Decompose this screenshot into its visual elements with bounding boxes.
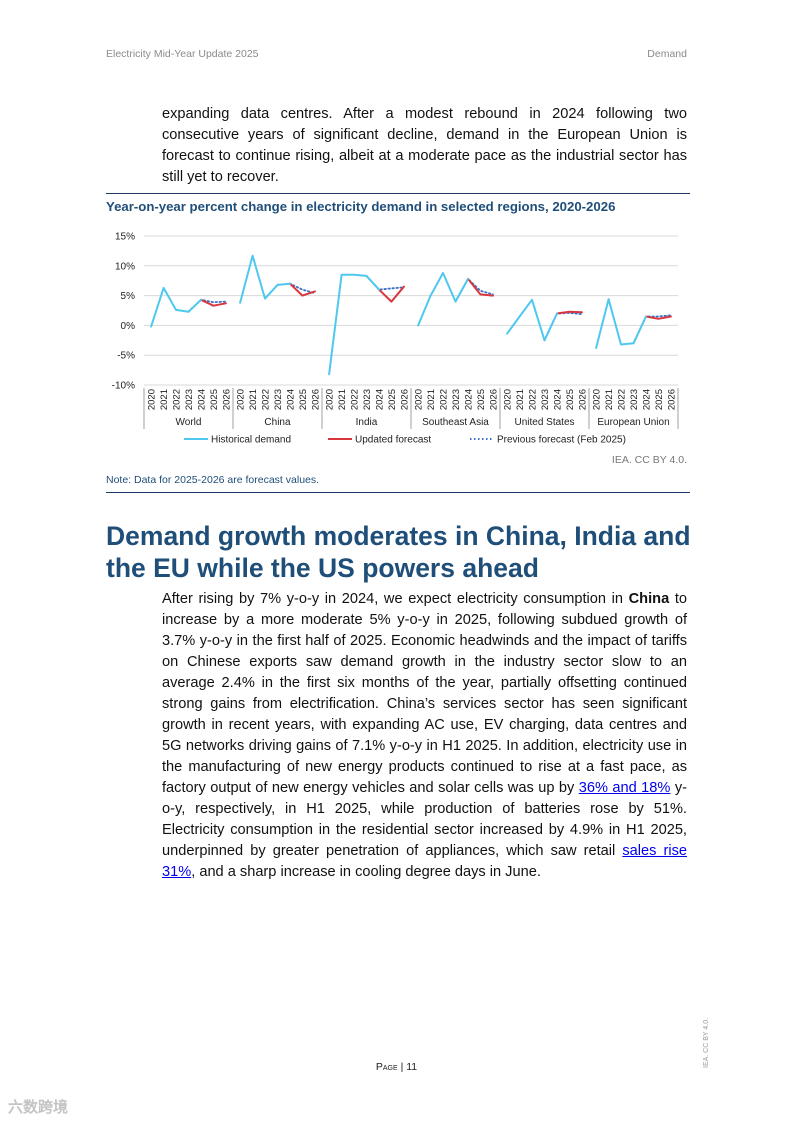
x-tick-label: 2020: [414, 389, 425, 410]
x-tick-label: 2023: [184, 389, 195, 410]
series-line-updated-forecast-india: [378, 285, 405, 303]
series-line-historical-demand-european-union: [595, 298, 647, 349]
x-tick-label: 2022: [439, 389, 450, 410]
group-label: World: [176, 417, 202, 428]
page-footer: Page | 11: [375, 1061, 418, 1073]
y-tick-label: -10%: [112, 381, 135, 392]
paragraph-text: , and a sharp increase in cooling degree…: [191, 864, 541, 880]
section-heading: Demand growth moderates in China, India …: [106, 521, 691, 583]
y-tick-label: -5%: [117, 351, 135, 362]
x-tick-label: 2021: [337, 389, 348, 410]
y-tick-label: 0%: [121, 321, 136, 332]
x-tick-label: 2022: [617, 389, 628, 410]
x-tick-label: 2021: [604, 389, 615, 410]
x-tick-label: 2023: [451, 389, 462, 410]
x-tick-label: 2022: [350, 389, 361, 410]
x-tick-label: 2020: [503, 389, 514, 410]
x-tick-label: 2021: [248, 389, 259, 410]
x-tick-label: 2025: [298, 389, 309, 410]
x-tick-label: 2020: [325, 389, 336, 410]
chart-title: Year-on-year percent change in electrici…: [106, 199, 616, 214]
link-36-and-18[interactable]: 36% and 18%: [578, 780, 671, 796]
series-line-updated-forecast-united-states: [556, 310, 583, 315]
series-line-previous-forecast-feb-2025--european-union: [632, 314, 672, 345]
x-tick-label: 2021: [515, 389, 526, 410]
x-tick-label: 2026: [221, 389, 232, 410]
page-number: 11: [406, 1061, 418, 1073]
x-tick-label: 2020: [147, 389, 158, 410]
page-label: Page: [375, 1061, 398, 1073]
line-chart: 15%10%5%0%-5%-10%2020 2021 2022 2023 2024 202…: [112, 232, 679, 446]
x-tick-label: 2026: [577, 389, 588, 410]
paragraph-text: y-o-y, respectively, in H1 2025, while p…: [162, 780, 687, 859]
group-label: United States: [514, 417, 574, 428]
watermark-logo: 六数跨境: [8, 1099, 69, 1116]
legend-label: Updated forecast: [355, 435, 431, 446]
series-line-updated-forecast-southeast-asia: [467, 277, 494, 297]
paragraph-text: to increase by a more moderate 5% y-o-y …: [162, 591, 687, 796]
running-header-title: Electricity Mid-Year Update 2025: [106, 48, 259, 60]
x-tick-label: 2021: [159, 389, 170, 410]
x-tick-label: 2023: [362, 389, 373, 410]
series-line-updated-forecast-european-union: [645, 315, 672, 320]
series-line-historical-demand-world: [150, 286, 202, 328]
series-line-historical-demand-united-states: [506, 298, 558, 342]
x-tick-label: 2026: [310, 389, 321, 410]
legend-label: Previous forecast (Feb 2025): [497, 435, 626, 446]
y-tick-label: 5%: [121, 291, 136, 302]
series-line-updated-forecast-china: [289, 282, 316, 297]
group-label: European Union: [597, 417, 669, 428]
x-tick-label: 2025: [387, 389, 398, 410]
group-label: India: [356, 417, 378, 428]
x-tick-label: 2023: [629, 389, 640, 410]
x-tick-label: 2020: [592, 389, 603, 410]
x-tick-label: 2020: [236, 389, 247, 410]
chart-credit: IEA. CC BY 4.0.: [611, 454, 687, 466]
x-tick-label: 2023: [540, 389, 551, 410]
y-tick-label: 15%: [115, 232, 135, 243]
x-tick-label: 2023: [273, 389, 284, 410]
x-tick-label: 2024: [552, 389, 563, 410]
series-line-historical-demand-china: [239, 254, 291, 304]
x-tick-label: 2026: [399, 389, 410, 410]
chart-top-rule: [106, 193, 690, 194]
x-tick-label: 2024: [285, 389, 296, 410]
x-tick-label: 2025: [209, 389, 220, 410]
series-line-historical-demand-southeast-asia: [417, 272, 469, 327]
series-line-historical-demand-india: [328, 273, 380, 376]
x-tick-label: 2024: [641, 389, 652, 410]
series-line-updated-forecast-world: [200, 298, 227, 307]
group-label: Southeast Asia: [422, 417, 489, 428]
x-tick-label: 2022: [528, 389, 539, 410]
x-tick-label: 2024: [374, 389, 385, 410]
body-paragraph: After rising by 7% y-o-y in 2024, we exp…: [162, 589, 687, 883]
link-sales-rise[interactable]: sales rise 31%: [162, 843, 687, 880]
chart-bottom-rule: [106, 492, 690, 493]
x-tick-label: 2022: [261, 389, 272, 410]
legend-label: Historical demand: [211, 435, 291, 446]
x-tick-label: 2026: [488, 389, 499, 410]
x-tick-label: 2025: [476, 389, 487, 410]
x-tick-label: 2024: [463, 389, 474, 410]
side-credit: IEA. CC BY 4.0.: [703, 1017, 710, 1068]
chart-note: Note: Data for 2025-2026 are forecast va…: [106, 474, 320, 486]
group-label: China: [264, 417, 291, 428]
x-tick-label: 2025: [654, 389, 665, 410]
x-tick-label: 2024: [196, 389, 207, 410]
bold-country: China: [628, 591, 670, 607]
running-header-section: Demand: [647, 48, 687, 60]
intro-paragraph: expanding data centres. After a modest r…: [162, 106, 687, 185]
x-tick-label: 2021: [426, 389, 437, 410]
x-tick-label: 2026: [666, 389, 677, 410]
x-tick-label: 2025: [565, 389, 576, 410]
x-tick-label: 2022: [172, 389, 183, 410]
y-tick-label: 10%: [115, 261, 135, 272]
paragraph-text: After rising by 7% y-o-y in 2024, we exp…: [162, 591, 629, 607]
